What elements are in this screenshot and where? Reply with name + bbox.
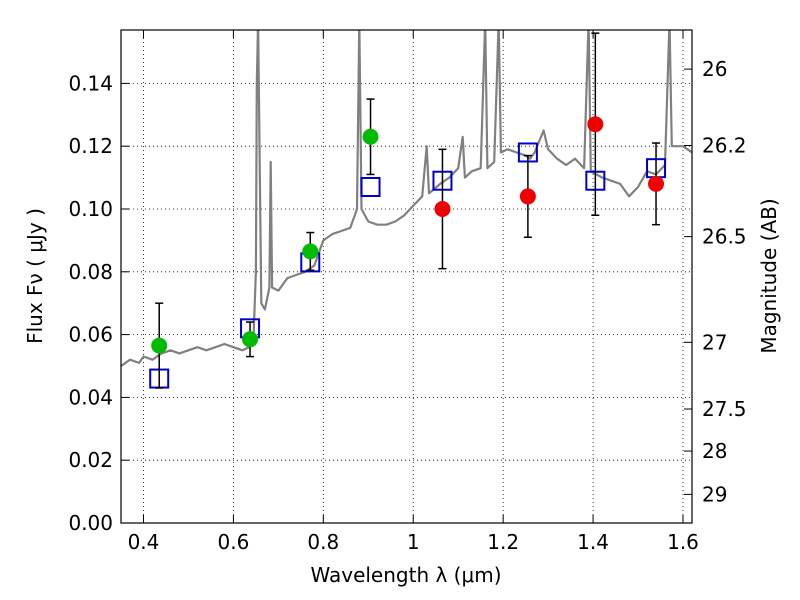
x-axis-ticks: 0.4 0.6 0.8 1 1.2 1.4 1.6 — [128, 30, 699, 554]
x-axis-label: Wavelength λ (μm) — [310, 563, 501, 587]
observed-point-marker — [648, 175, 665, 192]
y-tick-label: 0.14 — [68, 71, 113, 95]
plot-frame — [120, 29, 693, 524]
right-tick-label: 28 — [702, 439, 727, 463]
x-tick-label: 0.4 — [128, 530, 160, 554]
spectrum-series — [121, 30, 692, 367]
x-tick-label: 1.6 — [667, 530, 699, 554]
right-tick-label: 26.2 — [702, 133, 747, 157]
observed-point-marker — [302, 243, 319, 260]
right-tick-label: 29 — [702, 482, 727, 506]
y-tick-label: 0.10 — [68, 197, 113, 221]
y-tick-label: 0.04 — [68, 385, 113, 409]
model-squares-series — [149, 142, 667, 389]
observed-point-marker — [434, 200, 451, 217]
observed-points — [151, 116, 665, 354]
observed-point-marker — [362, 128, 379, 145]
y-axis-label: Flux Fν ( μJy ) — [23, 208, 47, 344]
observed-point-marker — [151, 337, 168, 354]
observed-point-marker — [587, 116, 604, 133]
x-tick-label: 0.8 — [307, 530, 339, 554]
y-tick-label: 0.12 — [68, 134, 113, 158]
x-tick-label: 1 — [407, 530, 420, 554]
x-tick-label: 1.2 — [487, 530, 519, 554]
right-axis-ticks: 26 26.2 26.5 27 27.5 28 29 — [684, 57, 747, 506]
grid-lines — [121, 30, 692, 524]
right-tick-label: 27 — [702, 330, 727, 354]
y-axis-ticks: 0.00 0.02 0.04 0.06 0.08 0.10 0.12 0.14 — [68, 71, 129, 535]
x-tick-label: 0.6 — [217, 530, 249, 554]
model-square-marker — [360, 177, 381, 198]
y-tick-label: 0.08 — [68, 260, 113, 284]
observed-point-marker — [519, 188, 536, 205]
spectrum-line — [121, 30, 692, 367]
right-tick-label: 27.5 — [702, 397, 747, 421]
right-tick-label: 26 — [702, 57, 727, 81]
right-tick-label: 26.5 — [702, 225, 747, 249]
y-tick-label: 0.06 — [68, 323, 113, 347]
y-tick-label: 0.02 — [68, 448, 113, 472]
y-tick-label: 0.00 — [68, 511, 113, 535]
x-tick-label: 1.4 — [577, 530, 609, 554]
observed-point-marker — [242, 331, 259, 348]
right-axis-label: Magnitude (AB) — [757, 198, 781, 353]
